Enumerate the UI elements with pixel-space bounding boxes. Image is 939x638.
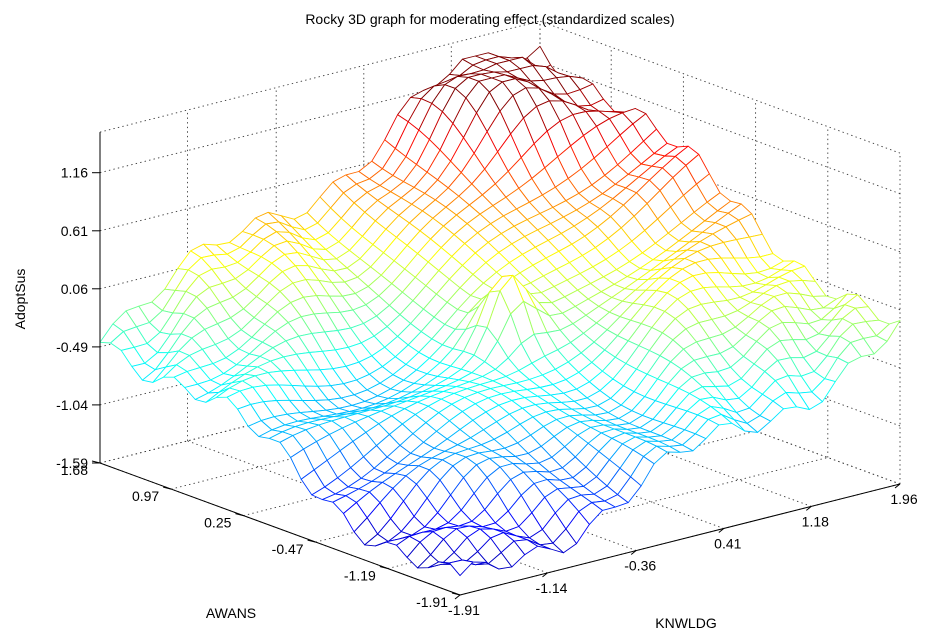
x-tick-label: -1.91 — [448, 602, 480, 618]
back-wall-grid-line — [99, 20, 541, 133]
y-tick-label: 0.97 — [132, 488, 159, 504]
x-tick-label: 1.18 — [802, 513, 829, 529]
tick-labels: -1.91 -1.14 -0.36 0.41 1.18 1.96 1.68 0.97 0.25 -… — [56, 165, 918, 618]
surface-mesh-cell — [448, 559, 474, 577]
axis-lines — [99, 132, 901, 596]
y-tick-mark — [451, 592, 461, 596]
y-tick-label: -1.19 — [344, 568, 376, 584]
y-axis-line — [99, 462, 461, 596]
x-tick-mark — [894, 483, 901, 489]
y-tick-label: 1.68 — [61, 462, 88, 478]
chart-title: Rocky 3D graph for moderating effect (st… — [305, 11, 674, 27]
x-tick-mark — [542, 572, 548, 578]
x-tick-mark — [454, 594, 461, 600]
y-tick-mark — [379, 566, 388, 569]
y-tick-label: 0.25 — [204, 515, 231, 531]
x-tick-label: 0.41 — [714, 536, 741, 552]
z-axis-label: AdoptSus — [12, 269, 28, 330]
y-axis-label: AWANS — [206, 605, 256, 621]
z-tick-label: -0.49 — [56, 339, 88, 355]
z-tick-label: -1.59 — [56, 455, 88, 471]
surface-mesh — [99, 45, 901, 577]
x-tick-mark — [630, 550, 637, 555]
y-tick-mark — [163, 486, 172, 490]
y-tick-mark — [307, 539, 316, 543]
x-axis-line — [459, 483, 901, 596]
x-tick-label: 1.96 — [890, 491, 917, 507]
x-tick-mark — [805, 506, 812, 511]
x-tick-mark — [718, 528, 725, 533]
z-tick-label: 0.06 — [61, 281, 88, 297]
y-tick-label: -1.91 — [416, 594, 448, 610]
x-tick-label: -1.14 — [536, 580, 568, 596]
y-tick-label: -0.47 — [272, 541, 304, 557]
z-tick-label: 1.16 — [61, 165, 88, 181]
y-tick-mark — [235, 513, 244, 517]
floor-grid-line — [387, 457, 828, 569]
z-tick-label: 0.61 — [61, 223, 88, 239]
x-tick-label: -0.36 — [624, 558, 656, 574]
x-axis-label: KNWLDG — [655, 615, 716, 631]
z-tick-label: -1.04 — [56, 397, 88, 413]
